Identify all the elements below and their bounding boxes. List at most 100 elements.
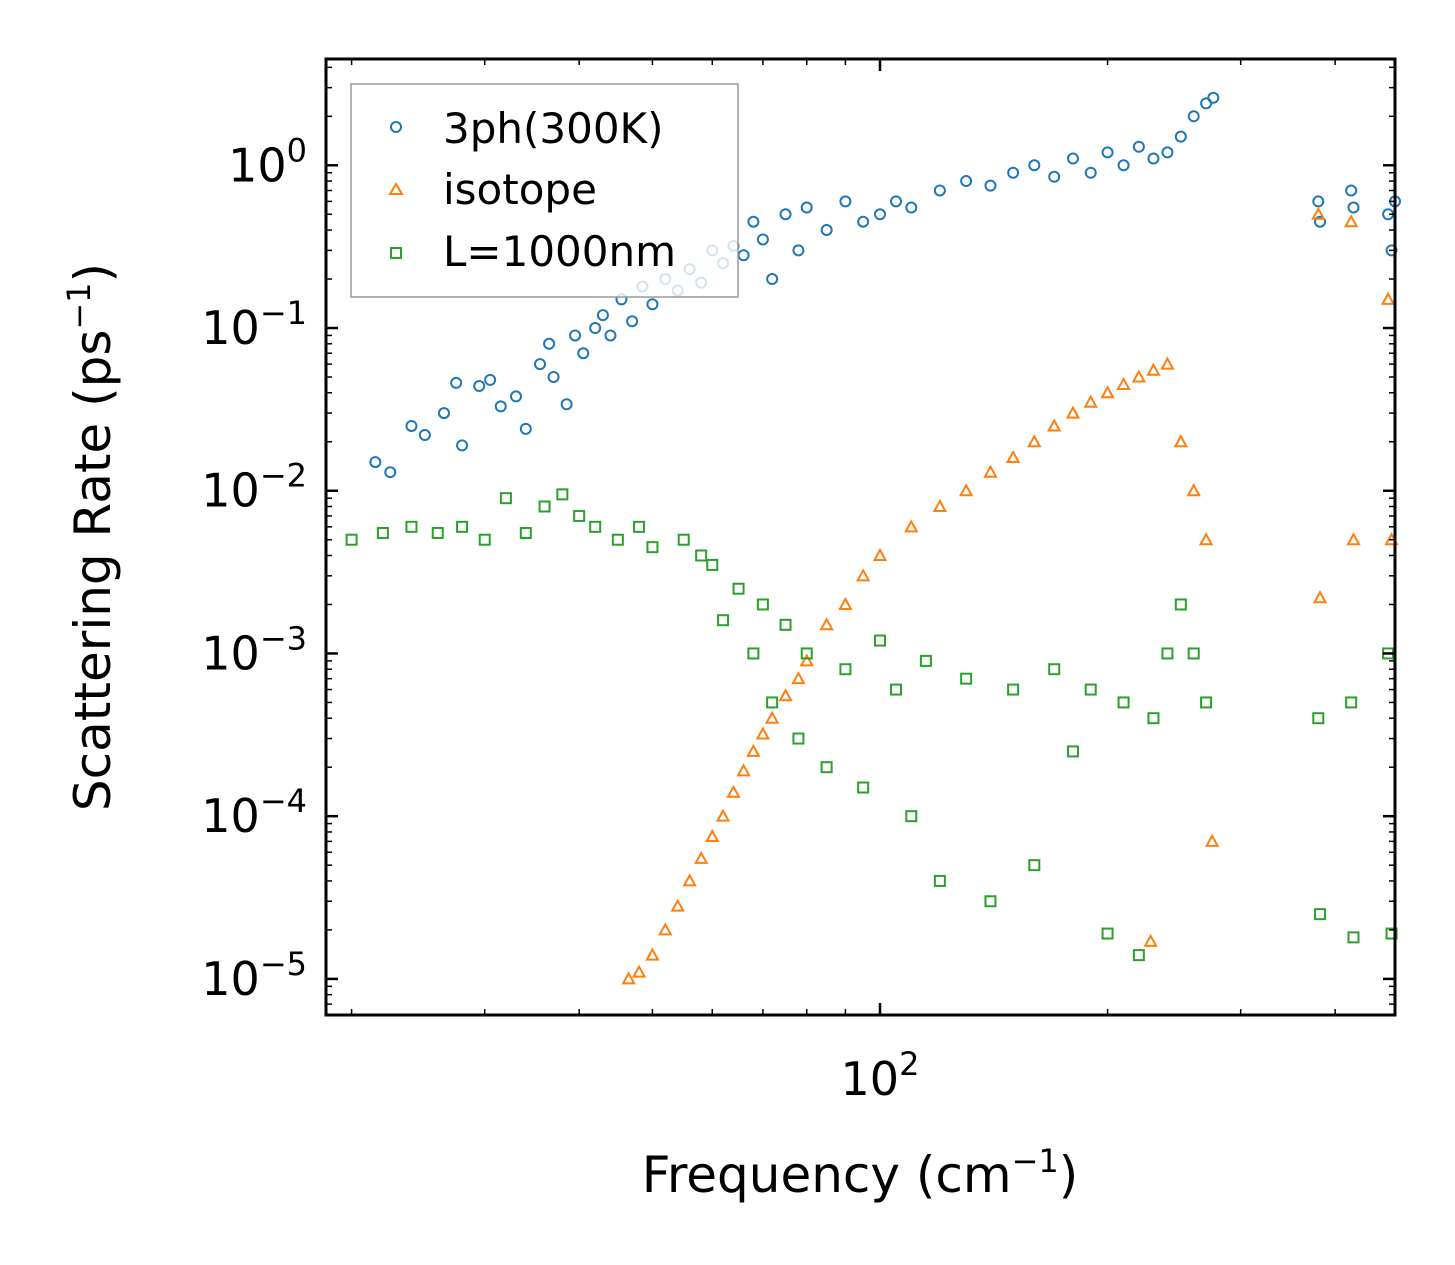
data-point-2 xyxy=(633,520,646,533)
data-marks xyxy=(345,91,1401,985)
data-point-1 xyxy=(983,464,998,478)
data-point-1 xyxy=(736,763,751,777)
data-point-1 xyxy=(1083,394,1098,408)
data-point-0 xyxy=(1084,166,1097,179)
data-point-0 xyxy=(547,370,560,383)
data-point-1 xyxy=(1005,449,1021,464)
data-point-0 xyxy=(766,273,779,286)
data-point-0 xyxy=(1066,152,1079,165)
data-point-2 xyxy=(1132,949,1145,962)
data-point-2 xyxy=(792,732,805,745)
data-point-0 xyxy=(905,201,918,214)
data-point-2 xyxy=(857,781,870,794)
data-point-2 xyxy=(960,672,973,685)
data-point-2 xyxy=(611,533,624,546)
data-point-1 xyxy=(670,898,685,912)
data-point-0 xyxy=(418,429,431,442)
legend: 3ph(300K) isotope L=1000nm xyxy=(350,83,739,298)
data-point-2 xyxy=(1028,859,1041,872)
data-point-0 xyxy=(984,179,997,192)
data-point-2 xyxy=(984,895,997,908)
data-point-2 xyxy=(873,634,886,647)
data-point-2 xyxy=(717,614,730,627)
data-point-2 xyxy=(456,520,469,533)
data-point-1 xyxy=(1186,483,1201,497)
legend-label-isotope: isotope xyxy=(443,165,597,214)
data-point-2 xyxy=(1066,745,1079,758)
data-point-0 xyxy=(569,329,582,342)
data-point-0 xyxy=(933,184,946,197)
data-point-2 xyxy=(919,654,932,667)
data-point-1 xyxy=(1146,362,1161,376)
data-point-1 xyxy=(855,568,871,582)
data-point-1 xyxy=(1047,418,1062,432)
data-point-2 xyxy=(1101,927,1114,940)
data-point-2 xyxy=(519,526,532,539)
data-point-2 xyxy=(589,520,602,533)
data-point-2 xyxy=(538,500,551,513)
data-point-1 xyxy=(1027,434,1042,448)
data-point-1 xyxy=(778,688,793,702)
data-point-0 xyxy=(756,233,769,246)
data-point-2 xyxy=(499,492,512,505)
legend-label-3ph: 3ph(300K) xyxy=(443,104,663,153)
data-point-2 xyxy=(376,526,389,539)
data-point-0 xyxy=(626,315,639,328)
data-point-2 xyxy=(405,520,418,533)
data-point-2 xyxy=(431,526,444,539)
data-point-1 xyxy=(791,671,806,685)
data-point-2 xyxy=(695,549,708,562)
data-point-0 xyxy=(437,407,450,420)
data-point-2 xyxy=(905,810,918,823)
data-point-1 xyxy=(658,922,673,936)
data-point-0 xyxy=(533,358,546,371)
data-point-0 xyxy=(839,195,852,208)
data-point-2 xyxy=(1312,712,1325,725)
data-point-2 xyxy=(820,761,833,774)
data-point-1 xyxy=(1311,206,1326,220)
data-point-0 xyxy=(747,215,760,228)
data-point-0 xyxy=(1385,244,1398,257)
data-point-0 xyxy=(589,322,602,335)
y-axis-label: Scattering Rate (ps−1) xyxy=(60,263,122,811)
data-point-2 xyxy=(1161,647,1174,660)
data-point-0 xyxy=(857,215,870,228)
data-point-1 xyxy=(1143,933,1158,947)
data-point-0 xyxy=(646,298,659,311)
data-point-2 xyxy=(1174,598,1187,611)
data-point-2 xyxy=(1200,696,1213,709)
data-point-0 xyxy=(1200,97,1213,110)
data-point-2 xyxy=(933,874,946,887)
data-point-1 xyxy=(904,519,919,533)
data-point-0 xyxy=(890,195,903,208)
data-point-1 xyxy=(1116,376,1131,390)
data-point-2 xyxy=(556,488,569,501)
data-point-0 xyxy=(1161,146,1174,159)
y-tick-label: 100 xyxy=(228,131,307,192)
data-point-2 xyxy=(800,647,813,660)
data-point-2 xyxy=(779,618,792,631)
data-point-2 xyxy=(1187,647,1200,660)
x-tick-label: 102 xyxy=(841,1045,920,1106)
data-point-1 xyxy=(682,873,697,887)
data-point-0 xyxy=(820,224,833,237)
data-point-0 xyxy=(560,398,573,411)
data-point-2 xyxy=(890,683,903,696)
data-point-0 xyxy=(577,347,590,360)
data-point-0 xyxy=(405,419,418,432)
data-point-0 xyxy=(1174,130,1187,143)
data-point-0 xyxy=(494,400,507,413)
data-point-1 xyxy=(1346,532,1361,546)
data-point-2 xyxy=(1345,696,1358,709)
data-point-2 xyxy=(478,533,491,546)
data-point-0 xyxy=(456,439,469,452)
y-tick-label: 10−4 xyxy=(201,782,307,843)
data-point-1 xyxy=(1198,532,1214,546)
data-point-1 xyxy=(819,617,834,631)
data-point-0 xyxy=(473,380,486,393)
data-point-1 xyxy=(1173,434,1189,448)
data-point-1 xyxy=(621,971,636,985)
data-point-2 xyxy=(839,663,852,676)
y-tick-label: 10−1 xyxy=(201,294,307,355)
data-point-1 xyxy=(715,808,731,822)
